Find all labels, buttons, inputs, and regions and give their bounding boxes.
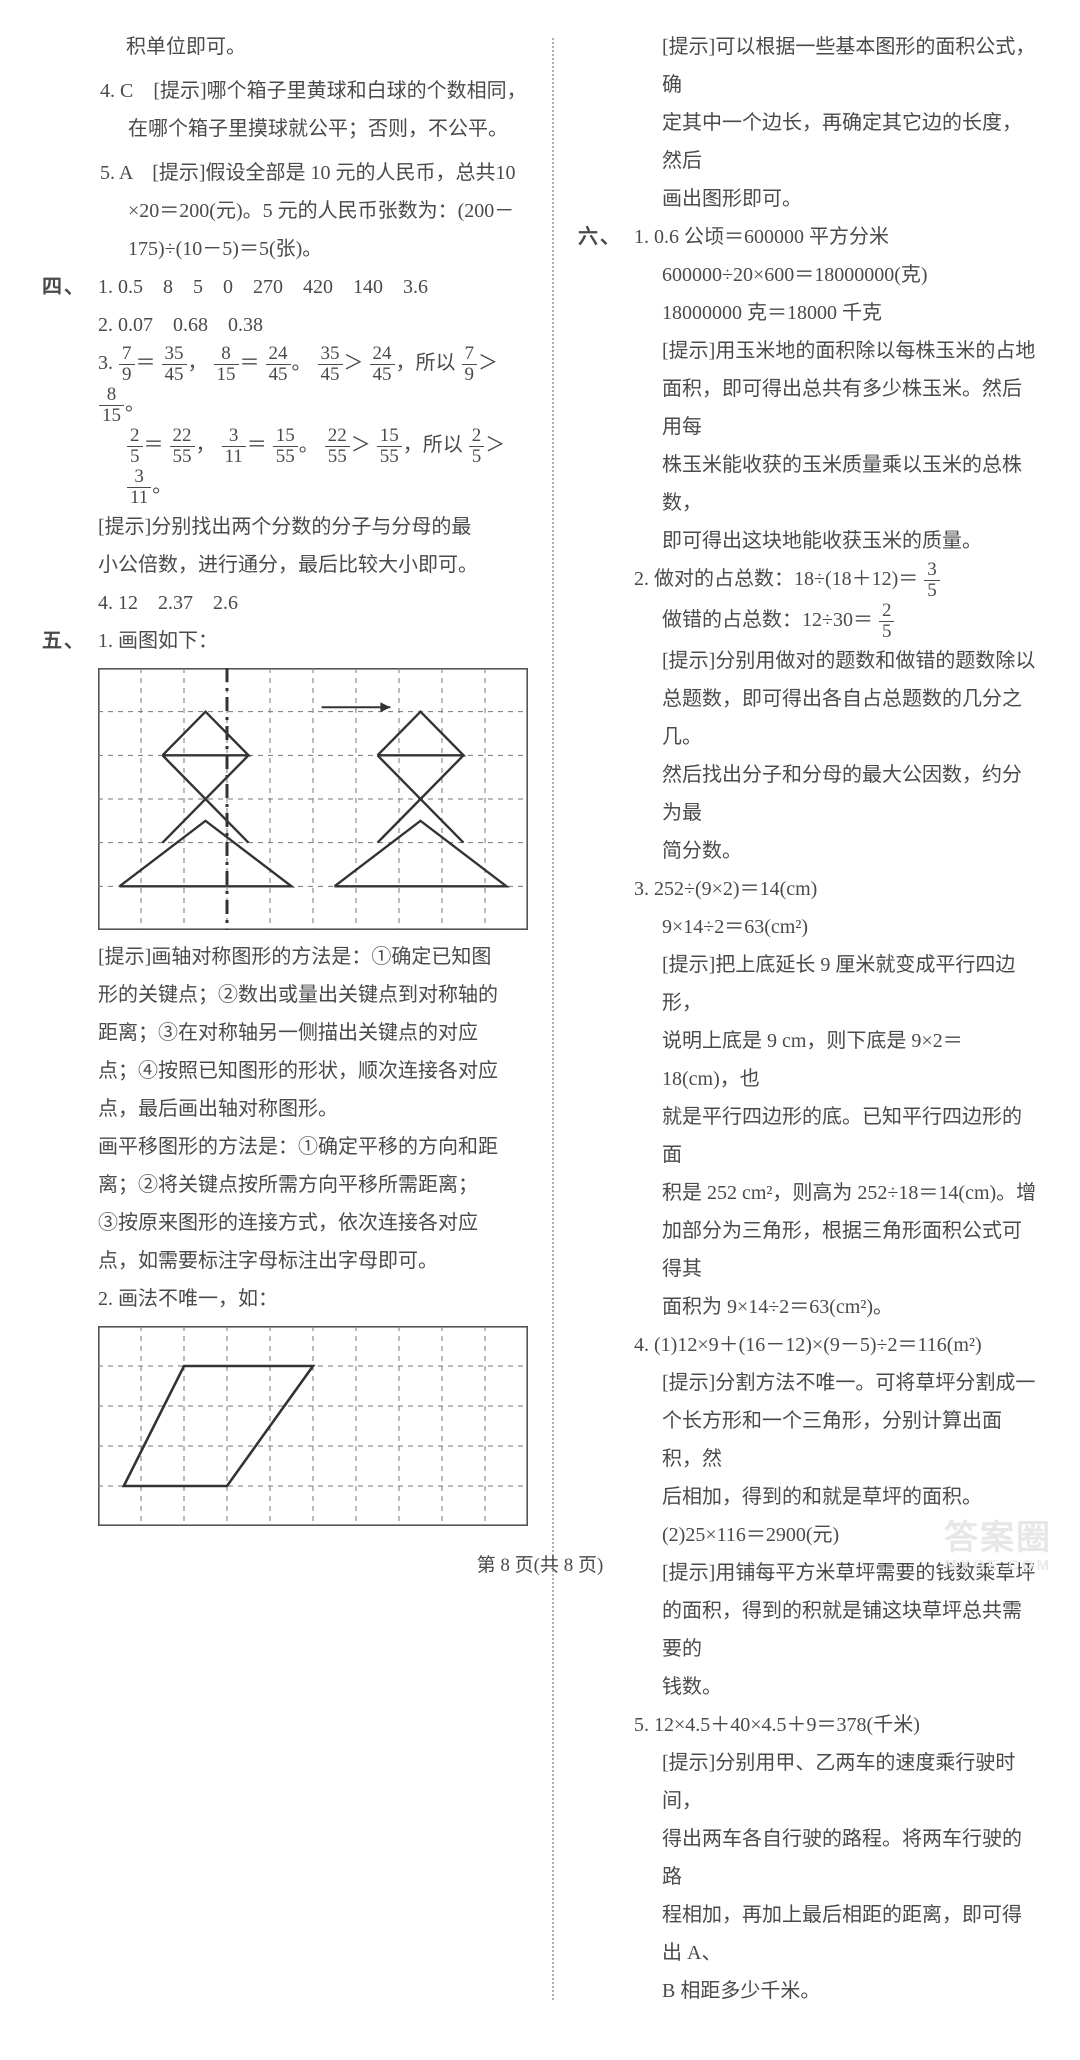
text: 600000÷20×600＝18000000(克) <box>634 256 1038 294</box>
text: 5. A [提示]假设全部是 10 元的人民币，总共10 <box>100 154 528 192</box>
hint: 点，最后画出轴对称图形。 <box>98 1090 528 1128</box>
hint: 说明上底是 9 cm，则下底是 9×2＝18(cm)，也 <box>634 1022 1038 1098</box>
hint: 定其中一个边长，再确定其它边的长度，然后 <box>578 104 1038 180</box>
text: 4. (1)12×9＋(16－12)×(9－5)÷2＝116(m²) <box>634 1326 1038 1364</box>
text: 3. <box>98 352 118 374</box>
section-6: 六、 1. 0.6 公顷＝600000 平方分米 600000÷20×600＝1… <box>578 218 1038 2010</box>
text: 1. 0.6 公顷＝600000 平方分米 <box>634 218 1038 256</box>
section-5: 五、 1. 画图如下： [提示]画轴对称图形的方法是：①确定已知图 形的关键点；… <box>42 622 528 1534</box>
watermark-text: 答案圈 <box>944 1520 1052 1557</box>
item-4: 4. C [提示]哪个箱子里黄球和白球的个数相同，在哪个箱子里摸球就公平；否则，… <box>42 72 528 148</box>
hint: 点；④按照已知图形的形状，顺次连接各对应 <box>98 1052 528 1090</box>
hint: 即可得出这块地能收获玉米的质量。 <box>634 522 1038 560</box>
hint: 点，如需要标注字母标注出字母即可。 <box>98 1242 528 1280</box>
text: 5. 12×4.5＋40×4.5＋9＝378(千米) <box>634 1706 1038 1744</box>
hint: [提示]分别找出两个分数的分子与分母的最 <box>98 508 528 546</box>
hint: 距离；③在对称轴另一侧描出关键点的对应 <box>98 1014 528 1052</box>
hint: [提示]分割方法不唯一。可将草坪分割成一 <box>634 1364 1038 1402</box>
watermark: 答案圈 MXQE.COM <box>944 1520 1052 1574</box>
text: 2. 做对的占总数：18÷(18＋12)＝ 35 <box>634 560 1038 601</box>
hint: [提示]用玉米地的面积除以每株玉米的占地 <box>634 332 1038 370</box>
text: 2. 0.07 0.68 0.38 <box>98 306 528 344</box>
text: 175)÷(10－5)＝5(张)。 <box>100 230 528 268</box>
hint: 的面积，得到的积就是铺这块草坪总共需要的 <box>634 1592 1038 1668</box>
page-footer: 第 8 页(共 8 页) <box>0 1548 1080 1584</box>
figure-1 <box>98 668 528 930</box>
section-label: 六、 <box>578 218 634 2010</box>
hint: 就是平行四边形的底。已知平行四边形的面 <box>634 1098 1038 1174</box>
text: 4. 12 2.37 2.6 <box>98 584 528 622</box>
item-5: 5. A [提示]假设全部是 10 元的人民币，总共10 ×20＝200(元)。… <box>42 154 528 268</box>
text: 1. 画图如下： <box>98 622 528 660</box>
hint: 画出图形即可。 <box>578 180 1038 218</box>
hint: 离；②将关键点按所需方向平移所需距离； <box>98 1166 528 1204</box>
text: 3. 252÷(9×2)＝14(cm) <box>634 870 1038 908</box>
text: 9×14÷2＝63(cm²) <box>634 908 1038 946</box>
hint: 总题数，即可得出各自占总题数的几分之几。 <box>634 680 1038 756</box>
frac-row: 25＝ 2255， 311＝ 1555。 2255＞ 1555，所以 25＞ 3… <box>98 426 528 508</box>
section-4: 四、 1. 0.5 8 5 0 270 420 140 3.6 2. 0.07 … <box>42 268 528 622</box>
hint: 个长方形和一个三角形，分别计算出面积，然 <box>634 1402 1038 1478</box>
hint: 程相加，再加上最后相距的距离，即可得出 A、 <box>634 1896 1038 1972</box>
hint: [提示]画轴对称图形的方法是：①确定已知图 <box>98 938 528 976</box>
hint: 画平移图形的方法是：①确定平移的方向和距 <box>98 1128 528 1166</box>
hint: 积是 252 cm²，则高为 252÷18＝14(cm)。增 <box>634 1174 1038 1212</box>
hint: 得出两车各自行驶的路程。将两车行驶的路 <box>634 1820 1038 1896</box>
right-column: [提示]可以根据一些基本图形的面积公式，确 定其中一个边长，再确定其它边的长度，… <box>578 28 1038 2010</box>
figure-2 <box>98 1326 528 1526</box>
hint: 小公倍数，进行通分，最后比较大小即可。 <box>98 546 528 584</box>
frac-row: 3. 79＝ 3545， 815＝ 2445。 3545＞ 2445，所以 79… <box>98 344 528 426</box>
hint: 然后找出分子和分母的最大公因数，约分为最 <box>634 756 1038 832</box>
hint: [提示]把上底延长 9 厘米就变成平行四边形， <box>634 946 1038 1022</box>
text: 做错的占总数：12÷30＝ 25 <box>634 601 1038 642</box>
column-divider <box>552 38 554 2000</box>
hint: 面积为 9×14÷2＝63(cm²)。 <box>634 1288 1038 1326</box>
hint: 简分数。 <box>634 832 1038 870</box>
text: 2. 画法不唯一，如： <box>98 1280 528 1318</box>
watermark-url: MXQE.COM <box>944 1558 1052 1575</box>
hint: 加部分为三角形，根据三角形面积公式可得其 <box>634 1212 1038 1288</box>
section-label: 五、 <box>42 622 98 1534</box>
hint: ③按原来图形的连接方式，依次连接各对应 <box>98 1204 528 1242</box>
text: 积单位即可。 <box>42 28 528 66</box>
left-column: 积单位即可。 4. C [提示]哪个箱子里黄球和白球的个数相同，在哪个箱子里摸球… <box>42 28 528 2010</box>
hint: [提示]分别用做对的题数和做错的题数除以 <box>634 642 1038 680</box>
text: 18000000 克＝18000 千克 <box>634 294 1038 332</box>
hint: 面积，即可得出总共有多少株玉米。然后用每 <box>634 370 1038 446</box>
hint: 后相加，得到的和就是草坪的面积。 <box>634 1478 1038 1516</box>
text: ×20＝200(元)。5 元的人民币张数为：(200－ <box>100 192 528 230</box>
hint: [提示]分别用甲、乙两车的速度乘行驶时间， <box>634 1744 1038 1820</box>
page: 积单位即可。 4. C [提示]哪个箱子里黄球和白球的个数相同，在哪个箱子里摸球… <box>0 0 1080 2060</box>
hint: [提示]可以根据一些基本图形的面积公式，确 <box>578 28 1038 104</box>
hint: 株玉米能收获的玉米质量乘以玉米的总株数， <box>634 446 1038 522</box>
hint: B 相距多少千米。 <box>634 1972 1038 2010</box>
hint: 形的关键点；②数出或量出关键点到对称轴的 <box>98 976 528 1014</box>
text: 2. 做对的占总数：18÷(18＋12)＝ <box>634 568 918 590</box>
section-label: 四、 <box>42 268 98 622</box>
text: 1. 0.5 8 5 0 270 420 140 3.6 <box>98 268 528 306</box>
hint: 钱数。 <box>634 1668 1038 1706</box>
text: 做错的占总数：12÷30＝ <box>662 609 873 631</box>
